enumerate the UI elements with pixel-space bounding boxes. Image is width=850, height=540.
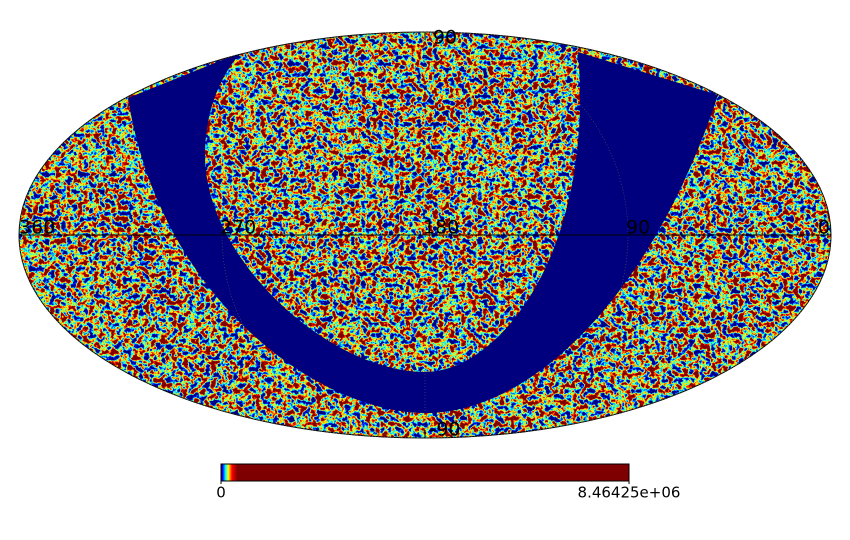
mask — [128, 52, 718, 413]
meridian — [18, 31, 426, 439]
x-tick-label: 90 — [626, 217, 650, 239]
x-tick-label: 270 — [220, 217, 256, 239]
y-tick-label: -90 — [429, 419, 460, 441]
y-tick-label: 90 — [433, 27, 457, 49]
x-tick-label: 360 — [19, 217, 55, 239]
colorbar — [220, 463, 630, 482]
colorbar-tick-label: 0 — [216, 484, 226, 502]
x-tick-label: 0 — [818, 217, 830, 239]
x-tick-label: 180 — [423, 217, 459, 239]
colorbar-tick-label: 8.46425e+06 — [578, 484, 681, 502]
meridian — [424, 31, 832, 439]
